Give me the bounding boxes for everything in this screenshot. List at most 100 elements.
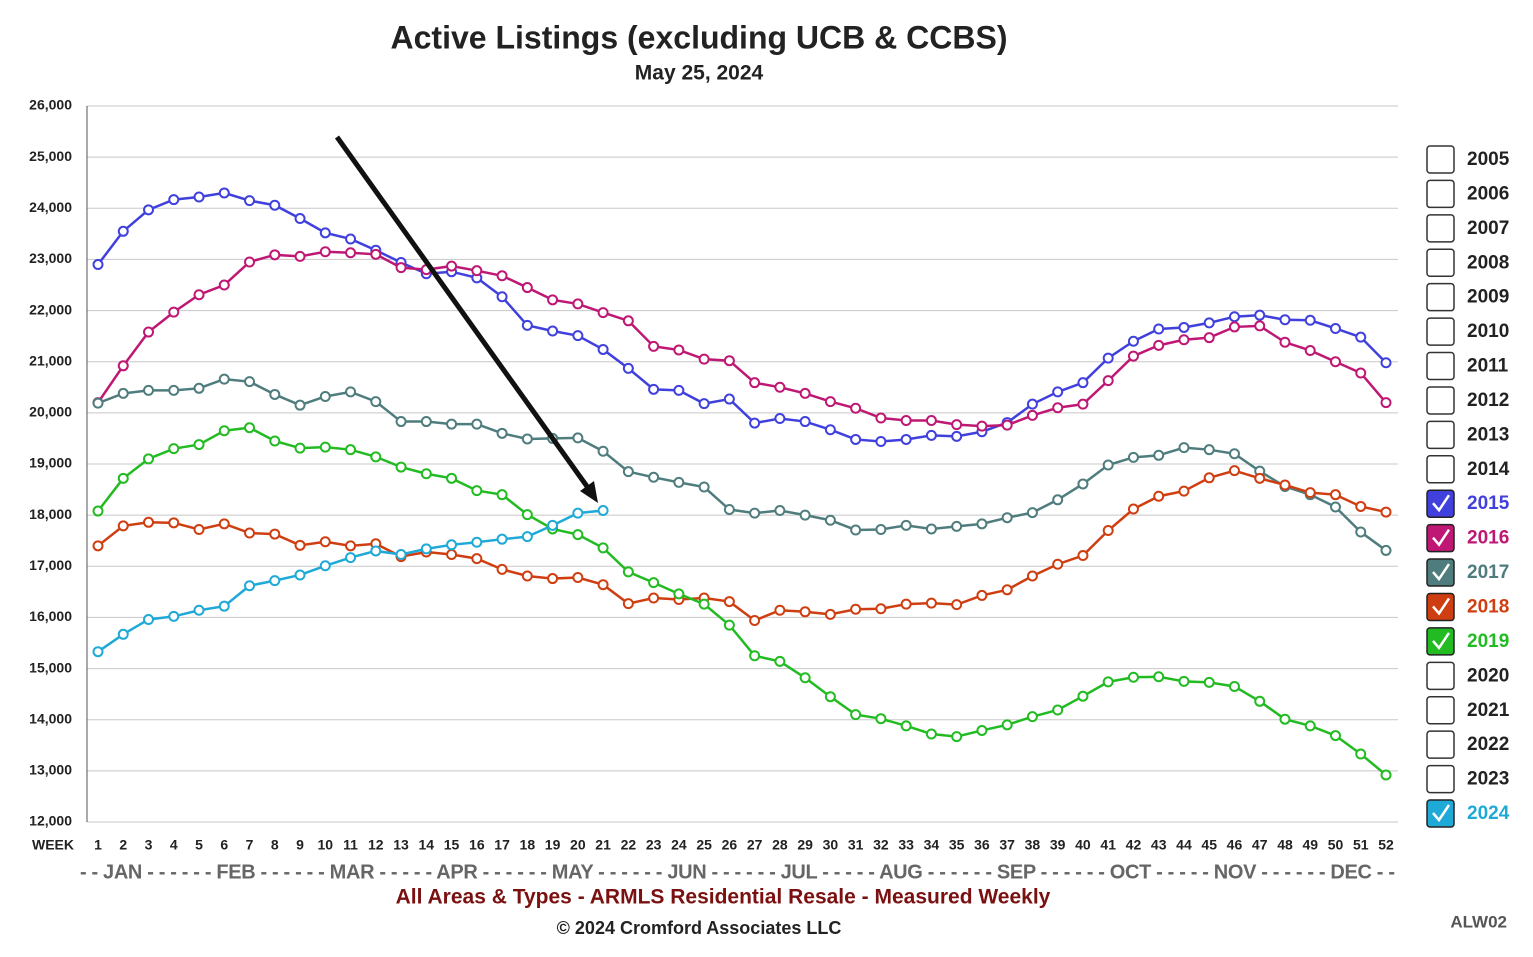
x-tick-label: 38 — [1025, 837, 1041, 853]
data-point — [875, 603, 887, 615]
legend-label: 2016 — [1467, 528, 1509, 549]
data-point — [446, 539, 458, 551]
data-point — [1355, 526, 1367, 538]
data-point — [420, 468, 432, 480]
data-point — [723, 393, 735, 405]
x-tick-label: 25 — [696, 837, 712, 853]
data-point — [370, 248, 382, 260]
legend-label: 2020 — [1467, 665, 1509, 686]
data-point — [1380, 506, 1392, 518]
data-point — [648, 383, 660, 395]
data-point — [1228, 680, 1240, 692]
data-point — [218, 279, 230, 291]
data-point — [976, 724, 988, 736]
x-tick-label: 11 — [343, 837, 358, 853]
data-point — [572, 432, 584, 444]
data-point — [723, 596, 735, 608]
data-point — [420, 543, 432, 555]
legend-label: 2006 — [1467, 183, 1509, 204]
y-tick-label: 23,000 — [29, 250, 72, 266]
x-tick-label: 31 — [848, 837, 864, 853]
data-point — [824, 396, 836, 408]
x-tick-label: 37 — [999, 837, 1015, 853]
data-point — [1329, 322, 1341, 334]
data-point — [193, 604, 205, 616]
series-line — [97, 469, 1387, 622]
data-point — [1127, 335, 1139, 347]
data-point — [345, 247, 357, 259]
legend-label: 2010 — [1467, 321, 1509, 342]
x-tick-label: 42 — [1126, 837, 1142, 853]
legend-label: 2009 — [1467, 287, 1509, 308]
x-tick-label: 15 — [444, 837, 460, 853]
data-point — [193, 439, 205, 451]
y-tick-label: 22,000 — [29, 301, 72, 317]
legend-checkbox — [1426, 179, 1455, 209]
x-tick-label: 10 — [318, 837, 334, 853]
chart-code: ALW02 — [1450, 912, 1507, 931]
x-tick-label: 52 — [1378, 837, 1394, 853]
data-point — [1228, 465, 1240, 477]
legend-checkbox — [1426, 523, 1455, 553]
x-tick-label: 49 — [1302, 837, 1318, 853]
x-tick-label: 5 — [195, 837, 203, 853]
data-point — [1102, 352, 1114, 364]
data-point — [471, 536, 483, 548]
data-point — [218, 600, 230, 612]
data-point — [1203, 444, 1215, 456]
x-tick-label: 3 — [145, 837, 153, 853]
data-point — [117, 225, 129, 237]
data-point — [774, 604, 786, 616]
data-point — [572, 298, 584, 310]
data-point — [774, 412, 786, 424]
data-point — [951, 731, 963, 743]
x-tick-label: 46 — [1227, 837, 1243, 853]
data-point — [875, 523, 887, 535]
data-point — [597, 505, 609, 517]
data-point — [1380, 397, 1392, 409]
data-point — [1254, 320, 1266, 332]
data-point — [572, 529, 584, 541]
x-tick-label: 32 — [873, 837, 889, 853]
data-point — [1052, 386, 1064, 398]
data-point — [521, 570, 533, 582]
data-point — [1026, 711, 1038, 723]
data-point — [875, 713, 887, 725]
legend-checkmark — [1432, 632, 1451, 650]
data-point — [824, 514, 836, 526]
data-point — [1153, 339, 1165, 351]
legend-checkmark — [1432, 597, 1451, 616]
data-point — [92, 646, 104, 658]
x-tick-label: 7 — [246, 837, 254, 853]
data-point — [370, 396, 382, 408]
data-point — [117, 628, 129, 640]
data-point — [1077, 377, 1089, 389]
data-point — [168, 443, 180, 455]
data-point — [1228, 448, 1240, 460]
data-point — [1178, 334, 1190, 346]
legend-checkbox — [1426, 282, 1455, 312]
legend-label: 2019 — [1467, 631, 1509, 652]
data-point — [269, 575, 281, 587]
data-point — [294, 569, 306, 581]
data-point — [1329, 501, 1341, 513]
data-point — [446, 260, 458, 272]
data-point — [345, 386, 357, 398]
data-point — [496, 533, 508, 545]
legend-checkbox — [1426, 695, 1455, 725]
data-point — [723, 355, 735, 367]
data-point — [244, 580, 256, 592]
data-point — [1153, 323, 1165, 335]
data-point — [749, 417, 761, 429]
data-point — [824, 424, 836, 436]
data-point — [168, 194, 180, 206]
y-tick-label: 26,000 — [29, 97, 72, 113]
data-point — [496, 563, 508, 575]
data-point — [900, 519, 912, 531]
data-point — [648, 340, 660, 352]
legend-checkbox — [1426, 420, 1455, 450]
data-point — [1304, 720, 1316, 732]
x-tick-label: 12 — [368, 837, 384, 853]
legend-label: 2015 — [1467, 493, 1510, 514]
data-point — [951, 599, 963, 611]
